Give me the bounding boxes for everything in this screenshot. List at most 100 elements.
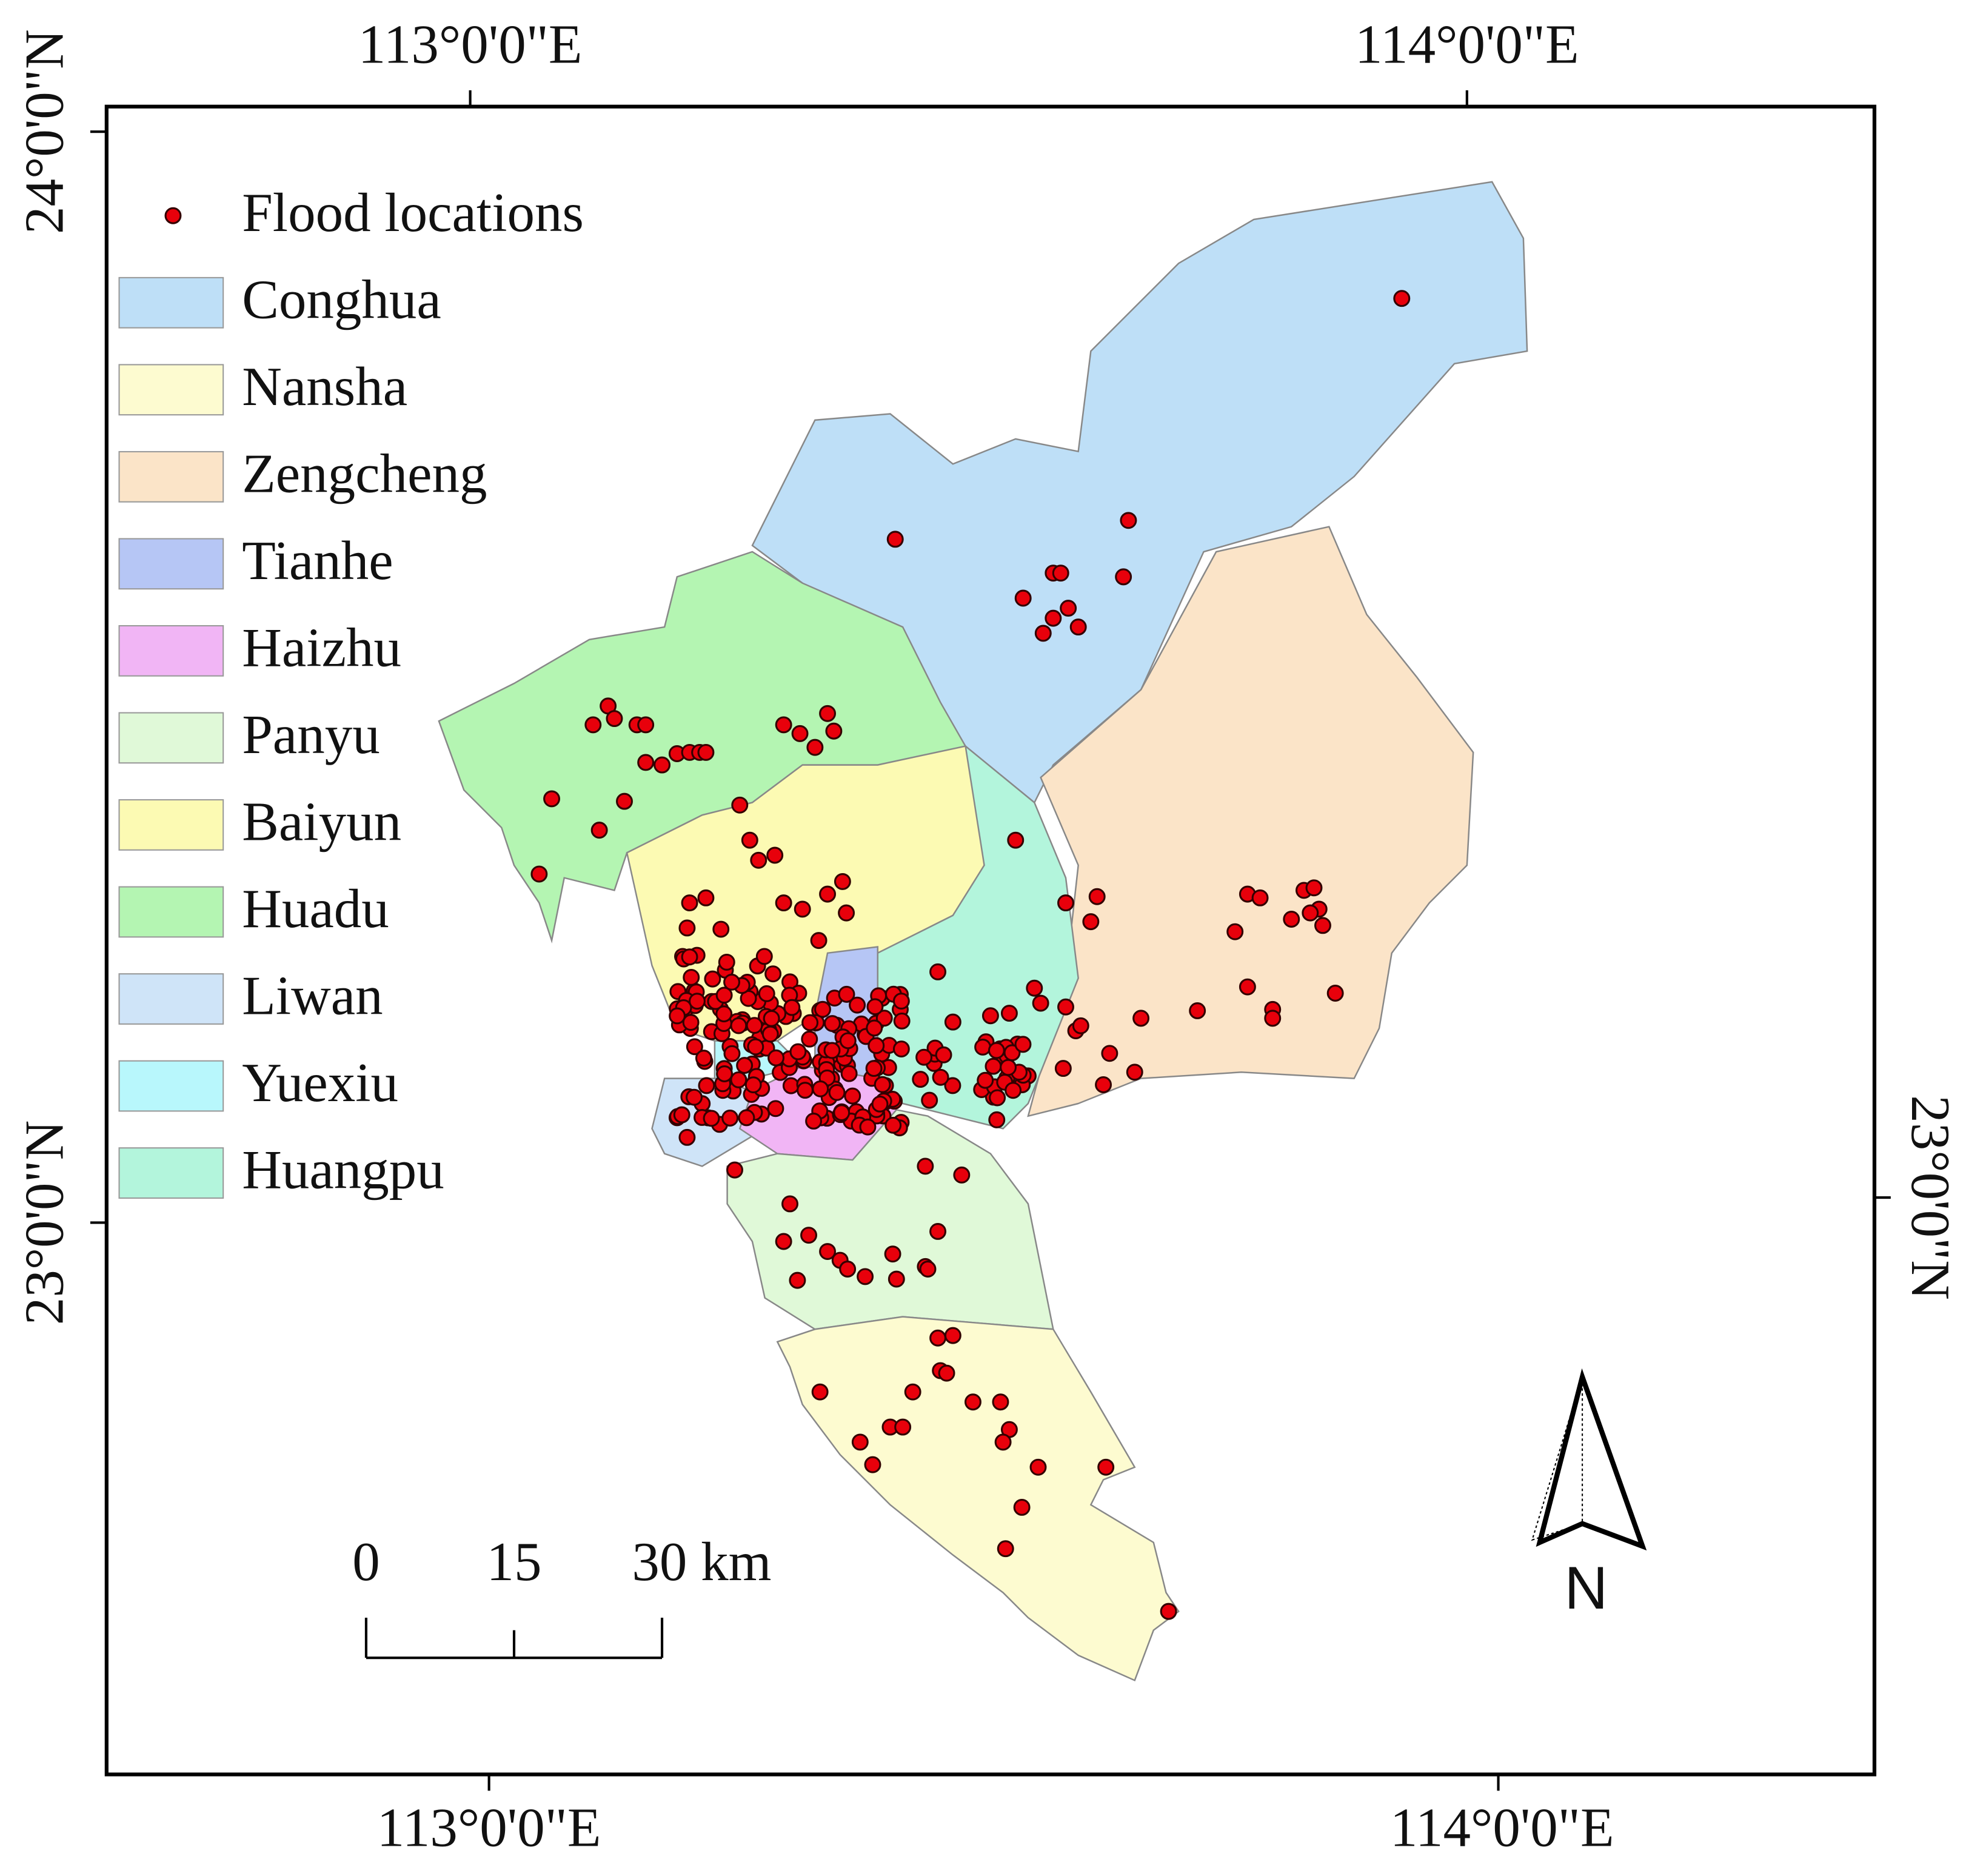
flood-point [1302,904,1319,922]
flood-point [767,1049,785,1067]
flood-point [775,1233,792,1250]
flood-point [775,716,792,734]
flood-point [871,1095,889,1113]
flood-point [741,831,758,849]
flood-point [1305,879,1323,897]
flood-point [730,1017,747,1034]
flood-point [886,531,904,548]
flood-point [874,1076,891,1093]
legend-label: Huadu [242,878,389,939]
flood-point [750,851,767,869]
flood-point [1120,512,1137,529]
districts [438,181,1528,1682]
flood-point [944,1327,961,1344]
flood-point [766,846,784,864]
legend-swatch [118,886,224,938]
flood-point [919,1261,937,1278]
flood-point [819,885,837,903]
flood-point [1069,618,1087,636]
flood-point [746,1017,763,1034]
flood-point [833,1104,851,1122]
flood-point [944,1077,961,1094]
flood-point [823,1015,841,1033]
flood-point [763,1010,780,1027]
flood-point [844,1087,861,1105]
flood-point [1029,1458,1047,1476]
flood-point [992,1393,1009,1411]
scale-label: 15 [487,1531,542,1592]
legend-swatch [118,625,224,677]
legend-label: Yuexiu [242,1052,398,1113]
legend-swatch [118,712,224,764]
flood-point [681,894,698,912]
flood-point [866,998,884,1016]
flood-point [530,865,548,883]
flood-point [1126,1064,1143,1081]
legend-label: Zengcheng [242,443,487,504]
flood-point [859,1118,877,1136]
flood-point [716,1065,734,1082]
flood-point [974,1038,992,1056]
flood-point [864,1456,881,1473]
flood-point [1097,1458,1115,1476]
flood-point [789,1043,807,1060]
flood-point [781,1195,798,1213]
flood-point [866,1019,883,1037]
flood-point [654,756,671,774]
flood-point [875,1010,893,1027]
flood-point [977,1071,994,1089]
top-label: 113°0'0"E [358,14,583,75]
legend-swatch [118,364,224,416]
flood-point [730,1071,747,1088]
flood-point [1326,985,1344,1002]
flood-point [805,1112,823,1130]
flood-point [1115,568,1132,586]
flood-point [985,1057,1002,1075]
flood-point [616,792,633,810]
flood-point [915,1048,933,1066]
flood-point [819,1243,837,1261]
flood-point [834,873,851,890]
flood-point [865,1060,883,1077]
legend: Flood locations Conghua Nansha Zengcheng Tia… [118,182,584,1201]
flood-point [1095,1076,1112,1093]
flood-point [1000,1059,1017,1076]
legend-label: Liwan [242,965,383,1027]
flood-point [1000,1005,1018,1022]
flood-point [988,1111,1006,1128]
flood-point [697,889,715,906]
flood-point [681,948,698,966]
flood-point [1314,917,1331,934]
flood-point [698,1077,715,1094]
flood-point [921,1091,938,1109]
scale-label: 30 km [632,1531,771,1592]
left-label: 24°0'0"N [14,29,75,234]
flood-point [1251,889,1269,906]
flood-point [892,1040,910,1057]
flood-point [932,1068,949,1086]
flood-point [801,1030,818,1048]
tick-marks [90,90,1891,1791]
flood-point [839,1032,857,1050]
flood-point [1239,978,1256,996]
flood-point [849,996,866,1014]
flood-point [723,973,740,991]
flood-point [912,1071,929,1088]
flood-point [935,1046,952,1064]
flood-point [893,1012,911,1030]
legend-swatch [118,1147,224,1199]
flood-point [1007,831,1025,849]
flood-point [839,1261,857,1278]
flood-point [938,1364,955,1382]
scale-bar: 0 15 30 km [352,1531,771,1660]
legend-label: Haizhu [242,617,401,678]
flood-point [868,1037,885,1054]
flood-point [697,743,715,761]
flood-point [767,1100,784,1117]
flood-point [637,716,655,734]
flood-point [929,1222,947,1240]
flood-point [678,1128,696,1146]
legend-swatch [118,1060,224,1112]
right-label: 23°0'0"N [1900,1095,1961,1300]
legend-swatch [118,451,224,503]
